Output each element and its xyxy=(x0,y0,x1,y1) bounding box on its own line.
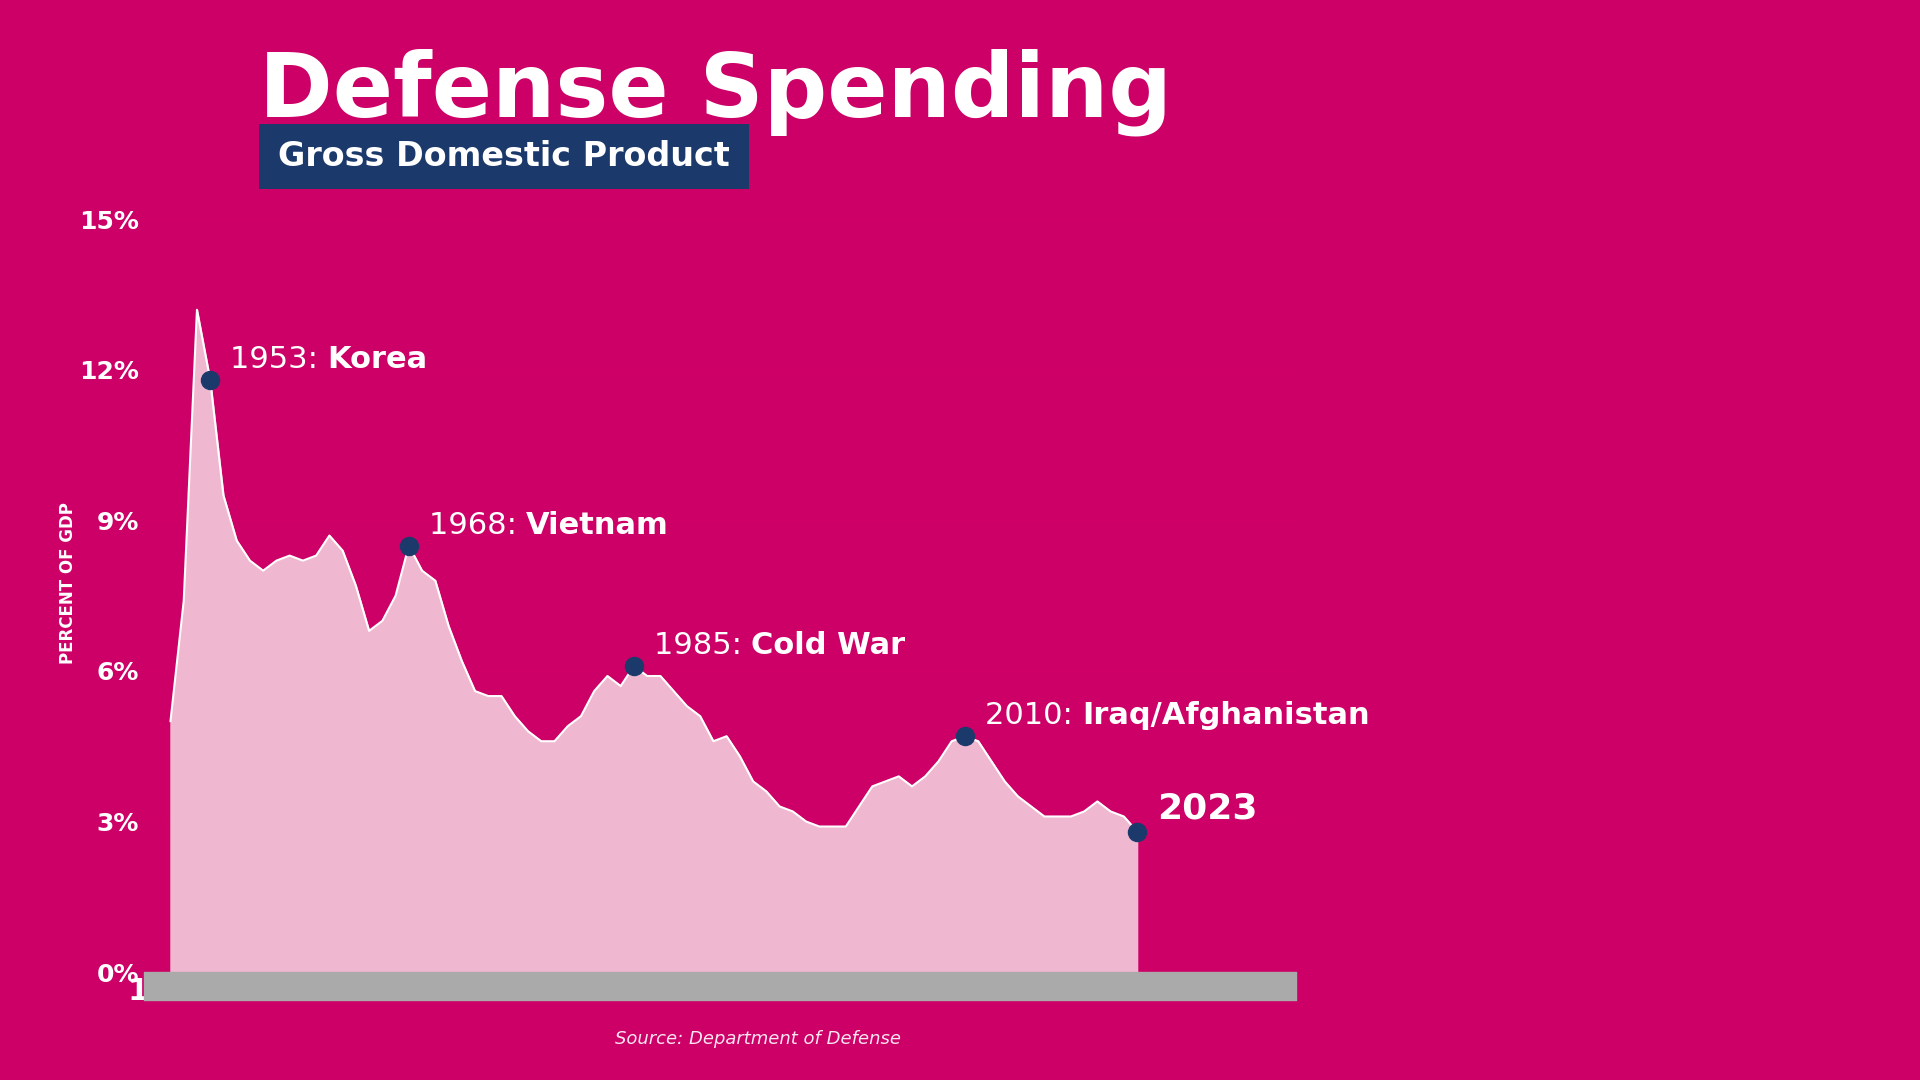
Text: Cold War: Cold War xyxy=(751,631,906,660)
Text: Gross Domestic Product: Gross Domestic Product xyxy=(278,140,730,173)
Text: 1953:: 1953: xyxy=(230,345,328,374)
Text: 2010:: 2010: xyxy=(985,701,1083,730)
Text: Source: Department of Defense: Source: Department of Defense xyxy=(616,1029,900,1048)
Text: Vietnam: Vietnam xyxy=(526,511,668,540)
Text: 1968:: 1968: xyxy=(428,511,526,540)
Text: 2023: 2023 xyxy=(1158,792,1258,825)
Text: Korea: Korea xyxy=(328,345,428,374)
Text: Iraq/Afghanistan: Iraq/Afghanistan xyxy=(1083,701,1371,730)
Text: Defense Spending: Defense Spending xyxy=(259,49,1173,136)
Y-axis label: PERCENT OF GDP: PERCENT OF GDP xyxy=(60,502,77,664)
Text: 1985:: 1985: xyxy=(655,631,751,660)
